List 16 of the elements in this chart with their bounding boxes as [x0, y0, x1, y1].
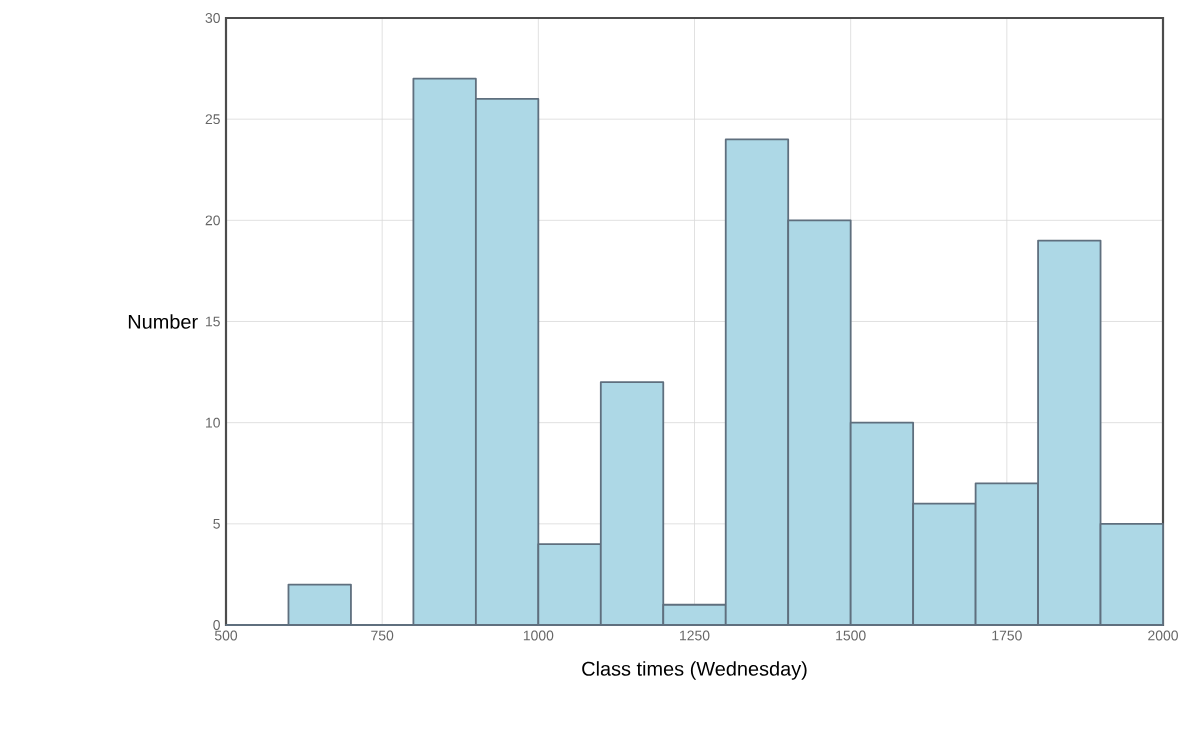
- y-axis-title: Number: [128, 314, 198, 329]
- x-tick-label: 1750: [992, 630, 1022, 641]
- x-tick-label: 1250: [680, 630, 710, 641]
- x-axis-title: Class times (Wednesday): [582, 661, 807, 680]
- y-tick-label: 0: [213, 620, 220, 630]
- y-tick-label: 25: [205, 114, 220, 125]
- y-tick-label: 30: [205, 13, 220, 23]
- x-tick-label: 2000: [1148, 630, 1178, 641]
- x-tick-label: 750: [371, 630, 394, 641]
- x-tick-label: 1000: [523, 630, 554, 641]
- y-tick-label: 10: [206, 417, 220, 428]
- y-tick-label: 15: [206, 316, 220, 327]
- x-tick-label: 1500: [836, 630, 866, 641]
- y-tick-label: 20: [205, 215, 220, 226]
- y-tick-label: 5: [213, 518, 220, 529]
- x-tick-label: 500: [214, 630, 238, 641]
